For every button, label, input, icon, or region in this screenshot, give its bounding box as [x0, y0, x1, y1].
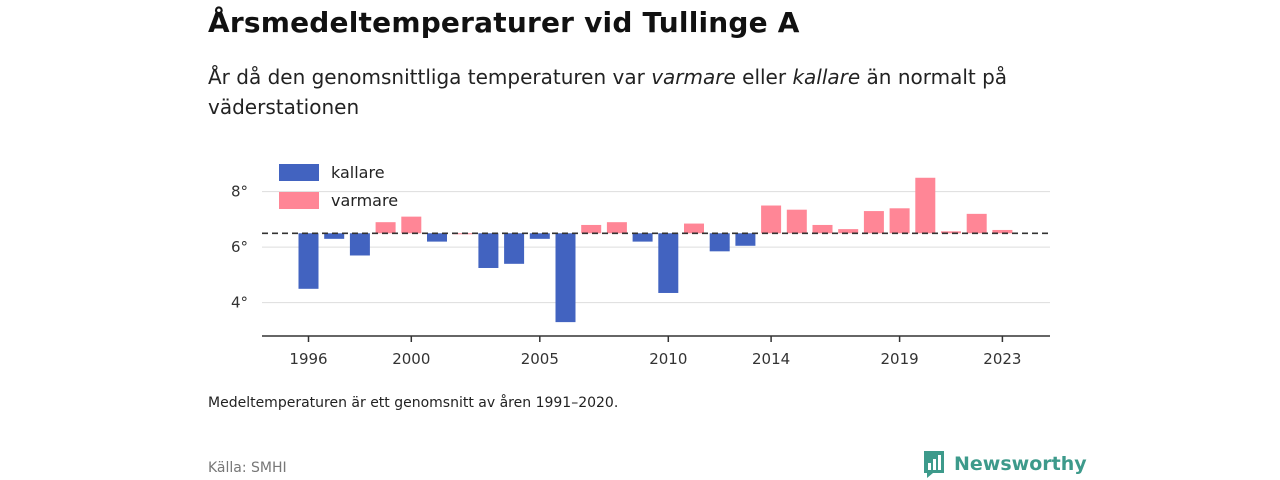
- bar-2023: [992, 229, 1013, 234]
- bar-2022: [966, 213, 987, 234]
- subtitle-part-2: eller: [735, 65, 793, 89]
- bar-2005: [529, 233, 550, 239]
- x-tick-label: 2010: [649, 350, 687, 368]
- bar-2017: [838, 229, 859, 234]
- bar-2008: [606, 222, 627, 234]
- bar-2006: [555, 233, 576, 323]
- subtitle-colder: kallare: [792, 65, 861, 89]
- bar-2003: [478, 233, 499, 268]
- y-tick-label: 4°: [231, 294, 248, 312]
- bar-2016: [812, 224, 833, 234]
- bar-1998: [349, 233, 370, 256]
- bar-2000: [401, 216, 422, 234]
- x-tick-label: 2019: [881, 350, 919, 368]
- bar-2012: [709, 233, 730, 252]
- bar-2004: [504, 233, 525, 264]
- bar-2010: [658, 233, 679, 293]
- legend-label-kallare: kallare: [331, 163, 385, 182]
- bar-2015: [786, 209, 807, 234]
- bar-2009: [632, 233, 653, 242]
- bar-1999: [375, 222, 396, 234]
- x-tick-label: 1996: [289, 350, 327, 368]
- footnote: Medeltemperaturen är ett genomsnitt av å…: [208, 395, 619, 411]
- bar-2011: [684, 223, 704, 234]
- bar-1997: [324, 233, 345, 239]
- chart-title: Årsmedeltemperaturer vid Tullinge A: [208, 6, 800, 39]
- subtitle-part-1: År då den genomsnittliga temperaturen va…: [208, 65, 652, 89]
- bar-2018: [863, 211, 884, 234]
- source-label: Källa: SMHI: [208, 460, 287, 476]
- y-tick-label: 8°: [231, 183, 248, 201]
- subtitle-part-3: än normalt på väderstationen: [208, 65, 1008, 119]
- newsworthy-logo-text: Newsworthy: [954, 453, 1087, 475]
- legend-swatch-kallare: [279, 164, 319, 181]
- newsworthy-logo[interactable]: Newsworthy: [922, 450, 1087, 478]
- bar-1996: [298, 233, 319, 289]
- chart-subtitle: År då den genomsnittliga temperaturen va…: [208, 62, 1088, 122]
- bar-2007: [581, 224, 602, 234]
- bar-2021: [941, 231, 961, 234]
- newsworthy-logo-icon: [924, 451, 944, 478]
- legend-swatch-varmare: [279, 192, 319, 209]
- bar-chart: 4° 6° 8° 1996 2000 2005 2010 2014 2019 2023 kallar…: [231, 163, 1050, 368]
- bar-2001: [427, 233, 447, 242]
- x-tick-label: 2023: [983, 350, 1021, 368]
- x-tick-label: 2014: [752, 350, 790, 368]
- bar-2014: [761, 205, 782, 234]
- subtitle-warmer: varmare: [651, 65, 736, 89]
- y-tick-label: 6°: [231, 238, 248, 256]
- bar-2019: [889, 208, 910, 234]
- x-tick-label: 2005: [521, 350, 559, 368]
- x-tick-label: 2000: [392, 350, 430, 368]
- bar-2020: [915, 177, 936, 234]
- bar-2013: [735, 233, 756, 246]
- legend-label-varmare: varmare: [331, 191, 398, 210]
